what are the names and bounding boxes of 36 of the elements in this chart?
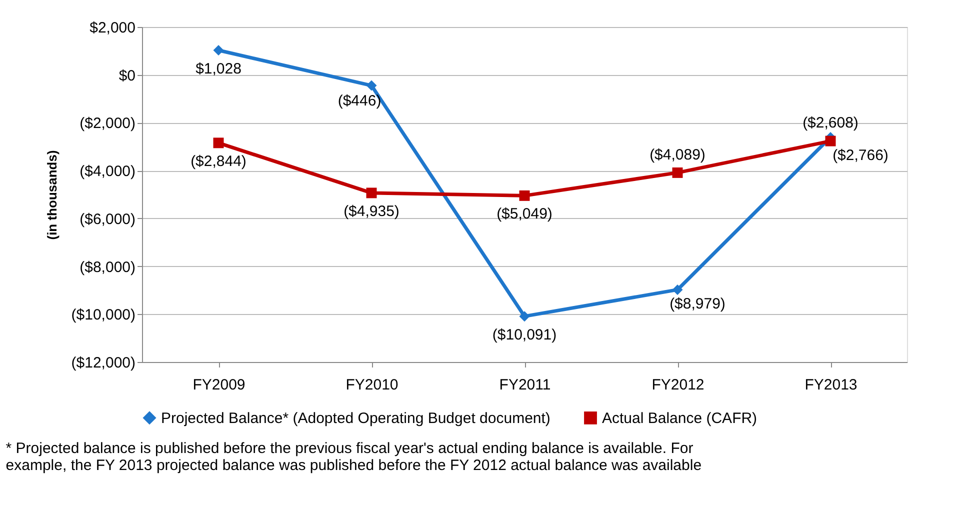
point [519, 190, 530, 201]
text: * Projected balance is published before the previous fiscal year's actual ending balance is available. For example, the FY 2013 projected balance was published before the FY 2012 actual balance was available [6, 440, 702, 474]
data-label: $1,028 [196, 60, 242, 78]
y-tick-label: ($10,000) [71, 306, 136, 324]
data-label: ($4,935) [344, 202, 400, 220]
point [213, 45, 224, 56]
y-tick-label: $0 [118, 67, 136, 84]
data-label: ($5,049) [496, 206, 552, 223]
point [825, 136, 836, 146]
x-tick-label: FY2012 [652, 376, 704, 394]
x-tick-label: FY2010 [346, 376, 398, 394]
x-tick-label: FY2009 [192, 376, 246, 394]
data-label: ($4,089) [650, 146, 706, 164]
data-label: ($10,091) [492, 326, 557, 344]
y-tick-label: $2,000 [90, 20, 136, 36]
point [672, 167, 683, 178]
y-tick-label: ($4,000) [80, 163, 136, 180]
point [366, 80, 377, 91]
x-tick-label: FY2011 [499, 376, 551, 394]
data-label: ($2,608) [802, 114, 858, 132]
data-label: ($2,766) [832, 147, 888, 164]
point [672, 284, 683, 295]
x-tick-label: FY2013 [804, 376, 858, 394]
y-tick-label: ($12,000) [71, 354, 136, 372]
legend-label: Projected Balance* (Adopted Operating Budget document) [161, 410, 550, 427]
point [213, 138, 224, 148]
data-label: ($446) [338, 92, 382, 110]
data-label: ($8,979) [670, 296, 726, 313]
y-tick-label: ($8,000) [80, 258, 136, 276]
y-tick-label: ($6,000) [80, 210, 136, 228]
y-axis-title: (in thousands) [44, 150, 60, 240]
point [519, 311, 530, 322]
data-label: ($2,844) [190, 152, 246, 170]
point [366, 188, 377, 198]
y-tick-label: ($2,000) [80, 115, 136, 132]
legend-label: Actual Balance (CAFR) [602, 410, 758, 427]
